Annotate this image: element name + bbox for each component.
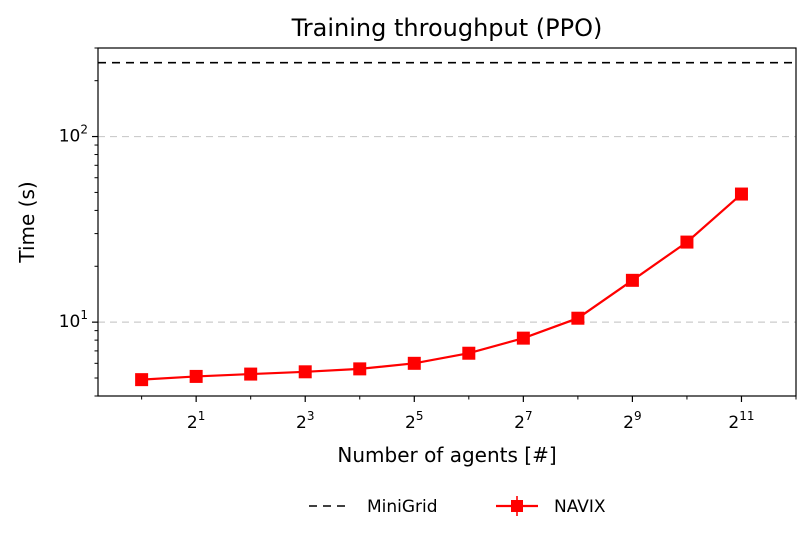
legend-navix-swatch-marker xyxy=(511,500,523,512)
chart-title: Training throughput (PPO) xyxy=(291,14,603,42)
navix-point xyxy=(571,311,585,325)
navix-point xyxy=(298,365,312,379)
x-tick-label: 23 xyxy=(296,409,314,433)
navix-point xyxy=(462,346,476,360)
navix-point xyxy=(625,273,639,287)
legend: MiniGrid NAVIX xyxy=(309,496,606,517)
x-tick-label: 21 xyxy=(187,409,205,433)
x-tick-label: 27 xyxy=(514,409,532,433)
x-axis-label: Number of agents [#] xyxy=(337,443,556,467)
navix-point xyxy=(353,362,367,376)
legend-minigrid-label: MiniGrid xyxy=(367,497,438,517)
series-layer xyxy=(98,61,796,387)
navix-point xyxy=(680,235,694,249)
series-navix-line xyxy=(141,193,743,381)
grid-layer xyxy=(98,135,796,323)
navix-point xyxy=(189,369,203,383)
navix-point xyxy=(407,356,421,370)
navix-point xyxy=(734,187,748,201)
legend-navix-label: NAVIX xyxy=(554,497,606,517)
navix-point xyxy=(244,367,258,381)
y-tick-label: 102 xyxy=(59,123,88,147)
x-tick-label: 25 xyxy=(405,409,423,433)
y-axis-label: Time (s) xyxy=(15,181,39,263)
plot-frame xyxy=(97,47,797,397)
navix-point xyxy=(135,373,149,387)
tick-layer: 101 102 21 23 25 27 29 211 xyxy=(59,47,797,433)
y-tick-label: 101 xyxy=(59,308,88,332)
x-tick-label: 29 xyxy=(623,409,641,433)
x-tick-label: 211 xyxy=(728,409,754,433)
navix-point xyxy=(516,331,530,345)
